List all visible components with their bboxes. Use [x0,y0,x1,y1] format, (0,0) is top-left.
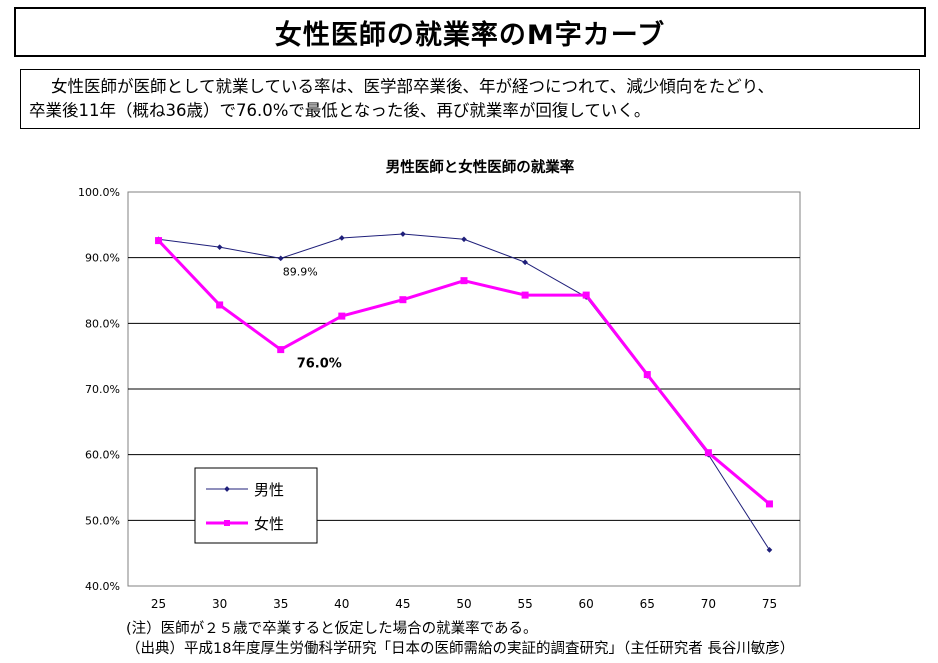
y-tick-label: 80.0% [85,317,120,330]
data-point-male [400,231,406,237]
source-note: （出典）平成18年度厚生労働科学研究「日本の医師需給の実証的調査研究」（主任研究… [126,641,795,657]
x-tick-label: 75 [762,597,777,611]
data-point-female [460,277,468,285]
data-point-female [399,296,407,304]
x-tick-label: 35 [273,597,288,611]
y-tick-label: 40.0% [85,580,120,593]
data-point-male [338,235,345,241]
data-point-female [582,291,590,299]
chart-title: 男性医師と女性医師の就業率 [386,158,575,176]
data-point-female [155,237,163,245]
y-tick-label: 50.0% [85,514,120,527]
x-tick-label: 40 [334,597,349,611]
legend-label-male: 男性 [254,481,284,499]
y-axis-ticks: 40.0% 50.0% 60.0% 70.0% 80.0% 90.0% 100.0% [78,186,120,593]
legend-marker-female [224,520,230,526]
data-point-female [643,371,651,379]
data-point-female [338,312,346,320]
legend-box [194,467,318,544]
legend-label-female: 女性 [254,515,284,533]
y-tick-label: 100.0% [78,186,120,199]
legend-marker-male [224,486,230,492]
data-point-female [704,449,712,457]
data-point-female [277,346,285,354]
annotation-male-min: 89.9% [283,265,318,278]
annotations: 89.9% 76.0% [283,265,342,371]
page-heading: 女性医師の就業率のM字カーブ [14,7,926,57]
data-point-female [521,291,529,299]
x-tick-label: 70 [701,597,716,611]
x-tick-label: 65 [640,597,655,611]
x-tick-label: 25 [151,597,166,611]
legend: 男性 女性 [194,467,318,544]
series-lines [155,231,773,553]
x-axis-ticks: 25 30 35 40 45 50 55 60 65 70 75 [151,597,777,611]
x-tick-label: 50 [456,597,471,611]
data-point-male [766,547,773,553]
data-point-male [522,259,528,266]
footnote: (注）医師が２５歳で卒業すると仮定した場合の就業率である。 [126,621,538,637]
summary-line-1: 女性医師が医師として就業している率は、医学部卒業後、年が経つにつれて、減少傾向を… [51,77,775,96]
x-tick-label: 60 [579,597,594,611]
y-tick-label: 70.0% [85,383,120,396]
data-point-male [216,244,223,250]
summary-line-2: 卒業後11年（概ね36歳）で76.0%で最低となった後、再び就業率が回復していく… [29,101,651,120]
y-tick-label: 90.0% [85,252,120,265]
summary-box: 女性医師が医師として就業している率は、医学部卒業後、年が経つにつれて、減少傾向を… [20,69,920,129]
employment-rate-chart: 男性医師と女性医師の就業率 40.0% 50.0% 60.0% 70.0% 80.0% 9… [78,158,801,611]
y-tick-label: 60.0% [85,449,120,462]
data-point-female [216,301,224,309]
x-tick-label: 30 [212,597,227,611]
x-tick-label: 45 [395,597,410,611]
data-point-male [277,255,284,262]
annotation-female-min: 76.0% [297,357,342,372]
data-point-female [765,500,773,508]
data-point-male [461,236,467,243]
x-tick-label: 55 [517,597,532,611]
